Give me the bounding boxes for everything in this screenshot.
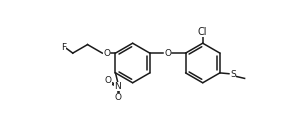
Text: O: O bbox=[164, 49, 171, 58]
Text: O: O bbox=[103, 49, 110, 58]
Text: Cl: Cl bbox=[198, 27, 207, 37]
Text: O: O bbox=[114, 93, 121, 102]
Text: S: S bbox=[230, 70, 236, 79]
Text: F: F bbox=[61, 43, 66, 52]
Text: N: N bbox=[114, 82, 121, 91]
Text: O: O bbox=[105, 75, 112, 85]
